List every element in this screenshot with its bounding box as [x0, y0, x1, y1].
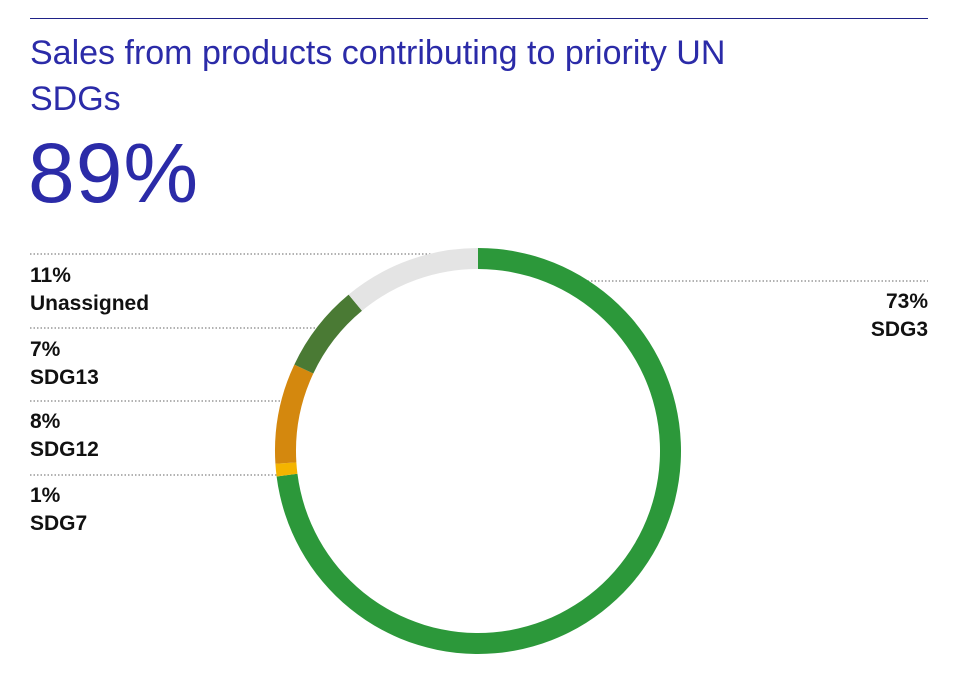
legend-unassigned: 11% Unassigned [30, 262, 270, 318]
slice-sdg7 [275, 462, 298, 477]
legend-sdg12-name: SDG12 [30, 438, 99, 461]
chart-title: Sales from products contributing to prio… [30, 34, 726, 118]
legend-sdg13: 7% SDG13 [30, 336, 270, 392]
legend-sdg3-name: SDG3 [870, 318, 928, 341]
legend-sdg7: 1% SDG7 [30, 482, 270, 538]
legend-sdg7-name: SDG7 [30, 512, 88, 535]
legend-sdg3: 73% SDG3 [728, 288, 928, 344]
legend-unassigned-value: 11% [30, 264, 71, 287]
legend-sdg12: 8% SDG12 [30, 408, 270, 464]
slice-sdg13 [294, 294, 362, 374]
legend-sdg12-value: 8% [30, 410, 61, 433]
legend-unassigned-name: Unassigned [30, 292, 150, 315]
legend-sdg13-value: 7% [30, 338, 61, 361]
top-rule [30, 18, 928, 19]
slice-unassigned [348, 248, 478, 311]
slice-sdg12 [275, 364, 314, 464]
legend-sdg3-value: 73% [885, 290, 928, 313]
legend-sdg7-value: 1% [30, 484, 61, 507]
leader-lines [30, 253, 928, 476]
headline-value: 89% [28, 126, 200, 220]
legend-sdg13-name: SDG13 [30, 366, 99, 389]
donut-slices [275, 248, 681, 655]
